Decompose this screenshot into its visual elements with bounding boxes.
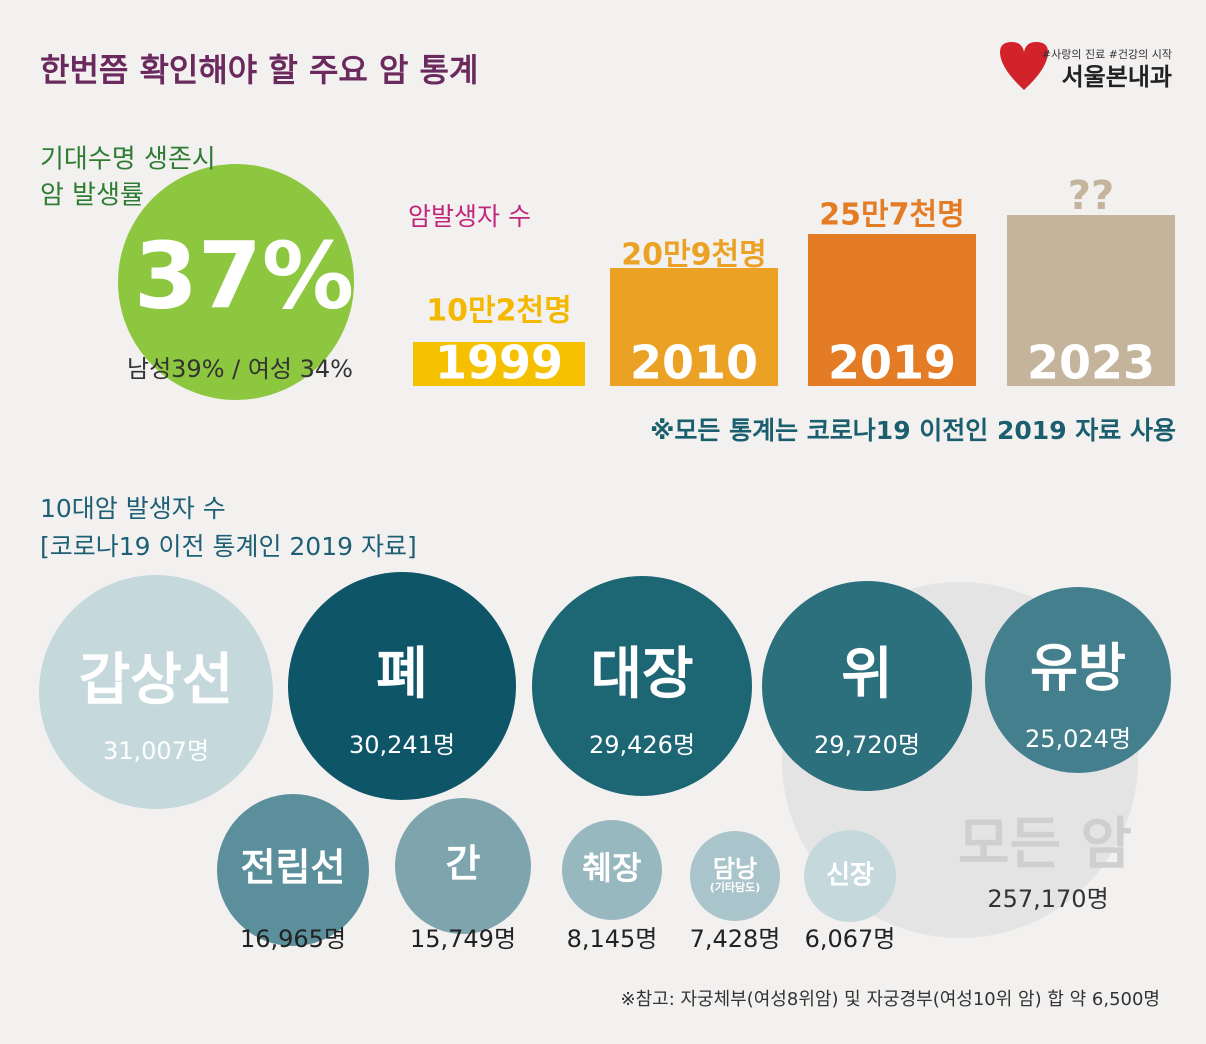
cancer-bubble	[532, 576, 752, 796]
cancer-name: 간	[446, 842, 481, 886]
logo-icon	[1000, 42, 1048, 90]
incidence-note: ※모든 통계는 코로나19 이전인 2019 자료 사용	[650, 416, 1176, 445]
bar	[808, 234, 976, 386]
cancer-name: 폐	[376, 642, 428, 707]
survival-breakdown: 남성39% / 여성 34%	[127, 355, 353, 383]
cancer-name: 갑상선	[79, 648, 234, 713]
survival-circle	[118, 164, 354, 400]
bar-year: 2019	[828, 336, 956, 390]
cancer-bubble	[395, 798, 531, 934]
top10-title: [코로나19 이전 통계인 2019 자료]	[40, 532, 417, 561]
cancer-name: 위	[841, 642, 893, 707]
cancer-bubble	[690, 831, 780, 921]
cancer-name: 대장	[590, 642, 693, 707]
incidence-title: 암발생자 수	[408, 202, 531, 231]
total-count: 257,170명	[987, 885, 1108, 913]
bar-label: 20만9천명	[621, 238, 766, 273]
cancer-bubble	[562, 820, 662, 920]
cancer-count: 15,749명	[410, 925, 516, 953]
bar-year: 2010	[630, 336, 758, 390]
bar	[413, 342, 585, 386]
cancer-count: 7,428명	[690, 925, 781, 953]
survival-title: 기대수명 생존시	[40, 145, 216, 175]
cancer-bubble	[288, 572, 516, 800]
bar-year: 1999	[435, 336, 563, 390]
cancer-count: 30,241명	[349, 731, 455, 759]
title: 한번쯤 확인해야 할 주요 암 통계	[40, 51, 478, 89]
cancer-bubble	[804, 830, 896, 922]
cancer-bubble	[39, 575, 273, 809]
cancer-count: 16,965명	[240, 925, 346, 953]
cancer-bubble	[985, 587, 1171, 773]
bar-label: 25만7천명	[819, 198, 964, 233]
cancer-bubble	[762, 581, 972, 791]
logo-name: 서울본내과	[1062, 63, 1172, 91]
cancer-bubble	[217, 794, 369, 946]
logo-tagline: #사랑의 진료 #건강의 시작	[1042, 48, 1172, 61]
cancer-count: 29,720명	[814, 731, 920, 759]
cancer-name: 담낭	[713, 855, 757, 883]
footnote: ※참고: 자궁체부(여성8위암) 및 자궁경부(여성10위 암) 합 약 6,5…	[621, 989, 1161, 1010]
cancer-count: 31,007명	[103, 737, 209, 765]
cancer-name: 신장	[826, 861, 874, 891]
bar	[1007, 215, 1175, 386]
survival-title: 암 발생률	[40, 181, 144, 211]
cancer-count: 29,426명	[589, 731, 695, 759]
total-name: 모든 암	[958, 812, 1132, 877]
bar	[610, 268, 778, 386]
cancer-sub: (기타담도)	[710, 880, 761, 894]
cancer-name: 전립선	[241, 846, 346, 890]
bar-label: ??	[1068, 173, 1114, 219]
top10-title: 10대암 발생자 수	[40, 494, 226, 523]
bar-year: 2023	[1027, 336, 1155, 390]
bubbles: 갑상선 31,007명 폐 30,241명 대장 29,426명 위 29,720명 유방 25,…	[39, 572, 1171, 953]
survival-value: 37%	[134, 222, 354, 329]
cancer-count: 6,067명	[805, 925, 896, 953]
cancer-name: 췌장	[583, 849, 642, 887]
cancer-name: 유방	[1030, 639, 1126, 699]
cancer-count: 8,145명	[567, 925, 658, 953]
cancer-count: 25,024명	[1025, 725, 1131, 753]
bar-label: 10만2천명	[426, 294, 571, 329]
